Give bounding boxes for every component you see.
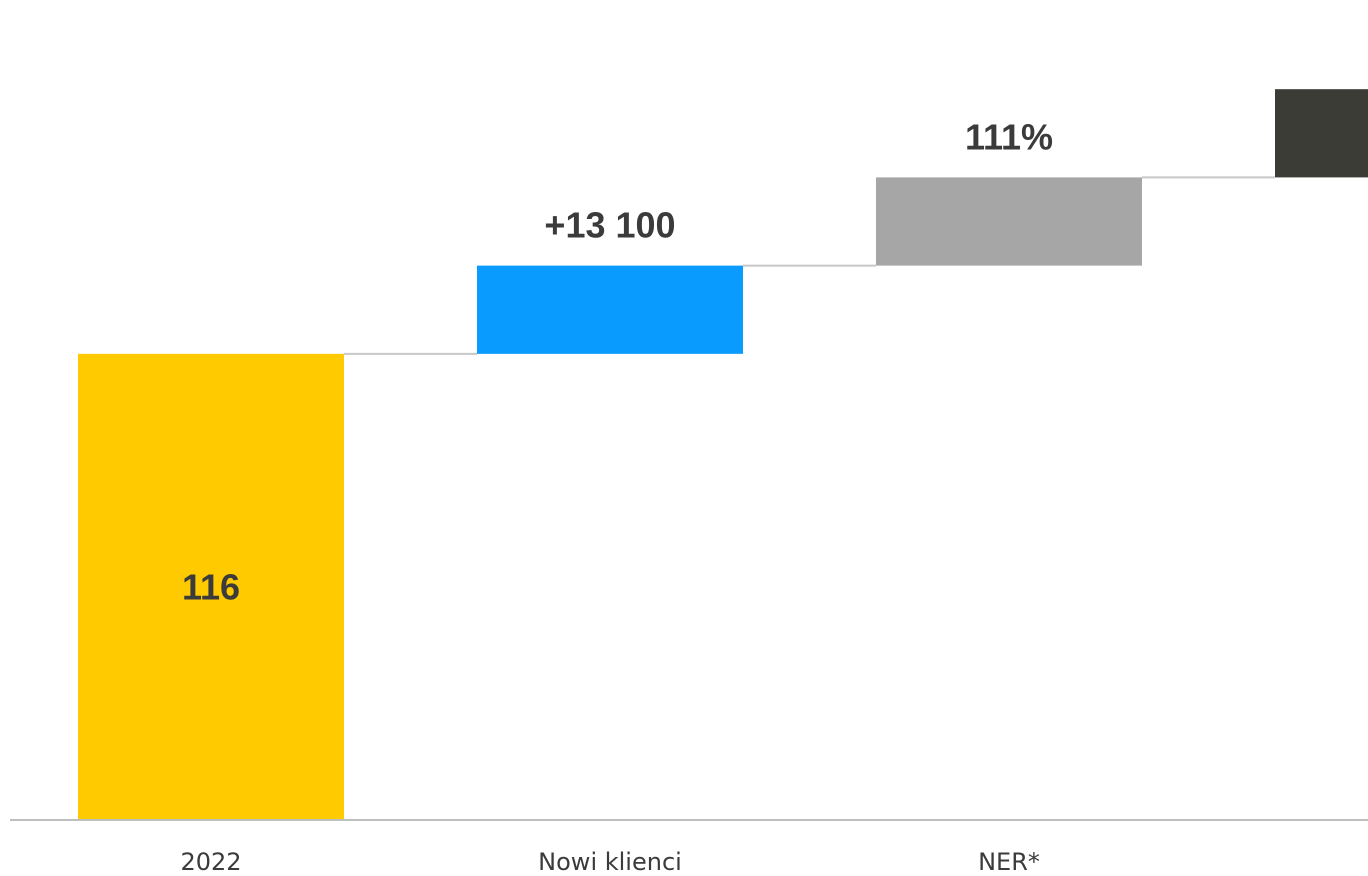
category-label: NER* [978, 848, 1040, 876]
bar-ner [876, 177, 1142, 266]
category-label: Nowi klienci [538, 848, 682, 876]
bar-2022 [78, 353, 344, 819]
bar-nowi-klienci [477, 265, 743, 354]
data-label: 111% [965, 116, 1053, 157]
category-label: 2022 [180, 848, 241, 876]
data-label: 116 [182, 566, 240, 607]
data-label: +13 100 [544, 205, 675, 246]
bar-wzr [1275, 89, 1368, 178]
